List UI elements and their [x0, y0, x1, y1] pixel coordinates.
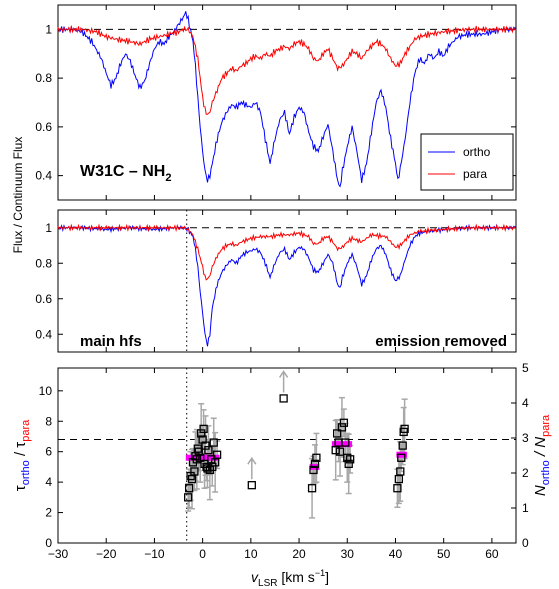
- data-point: [194, 447, 203, 456]
- y-tick-label: 0.6: [35, 120, 52, 134]
- right-y-tick-label: 5: [522, 361, 529, 375]
- y-tick-label: 4: [45, 475, 52, 489]
- right-y-label-part: N: [532, 485, 549, 496]
- legend-label-para: para: [463, 167, 487, 181]
- x-axis-label: vLSR [km s−1]: [251, 568, 329, 589]
- data-point: [209, 438, 218, 447]
- data-point: [393, 484, 402, 493]
- data-point: [335, 447, 345, 456]
- data-point: [197, 429, 206, 438]
- y-tick-label: 6: [45, 445, 52, 459]
- annotation-subscript: 2: [165, 172, 171, 184]
- data-point: [400, 424, 409, 434]
- y-tick-label: 10: [39, 384, 53, 398]
- right-y-tick-label: 1: [522, 501, 529, 515]
- panel-annotation-right: emission removed: [375, 333, 507, 350]
- left-y-label-part: para: [20, 419, 32, 442]
- data-point: [184, 493, 193, 502]
- plot-frame: [57, 4, 517, 201]
- legend: ortho para: [420, 133, 514, 191]
- data-point: [332, 429, 342, 438]
- panel-annotation-left: main hfs: [80, 333, 142, 350]
- y-tick-label: 2: [45, 506, 52, 520]
- x-tick-label: −10: [144, 547, 165, 561]
- x-label-close: ]: [325, 569, 329, 585]
- data-point: [204, 446, 213, 455]
- left-y-label-part: τ: [12, 485, 29, 491]
- top-panel: 0.4 0.6 0.8 1 W31C – NH2 ortho para: [35, 4, 517, 201]
- y-tick-label: 0: [45, 536, 52, 550]
- data-point: [190, 467, 199, 476]
- x-tick-label: 50: [437, 547, 451, 561]
- right-y-label-part: ortho: [540, 460, 552, 485]
- right-y-tick-label: 2: [522, 466, 529, 480]
- plot-frame: [57, 209, 517, 353]
- shared-y-axis-label: Flux / Continuum Flux: [11, 137, 25, 254]
- panel-annotation: W31C – NH2: [80, 163, 171, 184]
- data-point: [396, 467, 405, 476]
- bottom-panel: −30 −20 −10 0 10 20 30 40 50 600246810012345τorth…: [12, 361, 552, 561]
- x-label-unit: [km s: [277, 569, 314, 585]
- annotation-text: W31C – NH: [80, 163, 165, 180]
- y-tick-label: 0.8: [35, 256, 52, 270]
- right-y-axis-label: Northo / Npara: [532, 414, 552, 496]
- legend-box: [420, 133, 514, 191]
- data-point: [397, 453, 406, 462]
- x-tick-label: 20: [292, 547, 306, 561]
- data-point: [247, 481, 256, 490]
- data-point: [310, 459, 320, 469]
- y-tick-label: 0.6: [35, 292, 52, 306]
- right-y-tick-label: 0: [522, 536, 529, 550]
- series-line-ortho: [57, 11, 517, 188]
- right-y-tick-label: 4: [522, 396, 529, 410]
- left-y-label-part: ortho: [20, 460, 32, 485]
- left-y-label-part: / τ: [12, 442, 29, 461]
- x-tick-label: −30: [48, 547, 69, 561]
- y-tick-label: 0.8: [35, 71, 52, 85]
- data-point: [307, 484, 317, 493]
- right-y-label-part: / N: [532, 437, 549, 461]
- data-point: [309, 465, 318, 475]
- y-tick-label: 1: [45, 22, 52, 36]
- x-label-v: v: [251, 569, 259, 585]
- middle-panel: 0.4 0.6 0.8 1 main hfs emission removed: [35, 209, 517, 353]
- y-tick-label: 1: [45, 221, 52, 235]
- x-tick-label: 30: [341, 547, 355, 561]
- data-point: [196, 453, 205, 462]
- y-tick-label: 0.4: [35, 169, 52, 183]
- legend-label-ortho: ortho: [463, 145, 491, 159]
- x-label-sub: LSR: [258, 578, 277, 589]
- data-point: [398, 441, 407, 450]
- left-y-axis-label: τortho / τpara: [12, 419, 32, 491]
- series-line-para: [57, 25, 517, 115]
- data-point: [203, 464, 212, 473]
- series-line-para: [57, 223, 517, 281]
- data-point: [184, 484, 194, 493]
- series-line-ortho: [57, 223, 517, 347]
- plot-frame: [57, 367, 517, 544]
- x-label-exp: −1: [315, 568, 325, 578]
- data-point: [344, 459, 353, 469]
- data-point: [339, 418, 349, 427]
- right-y-tick-label: 3: [522, 431, 529, 445]
- x-tick-label: 0: [199, 547, 206, 561]
- data-point: [312, 453, 321, 462]
- x-tick-label: 10: [244, 547, 258, 561]
- data-point: [212, 450, 222, 459]
- y-tick-label: 0.4: [35, 327, 52, 341]
- x-tick-label: 40: [389, 547, 403, 561]
- data-point: [341, 438, 350, 447]
- data-point: [199, 424, 208, 434]
- lower-limit-arrowhead: [247, 456, 257, 465]
- data-point: [279, 394, 288, 403]
- y-tick-label: 8: [45, 414, 52, 428]
- data-point: [337, 423, 347, 432]
- lower-limit-arrowhead: [279, 370, 289, 378]
- x-tick-label: 60: [485, 547, 499, 561]
- data-point: [346, 455, 355, 464]
- right-y-label-part: para: [540, 414, 552, 437]
- x-tick-label: −20: [96, 547, 117, 561]
